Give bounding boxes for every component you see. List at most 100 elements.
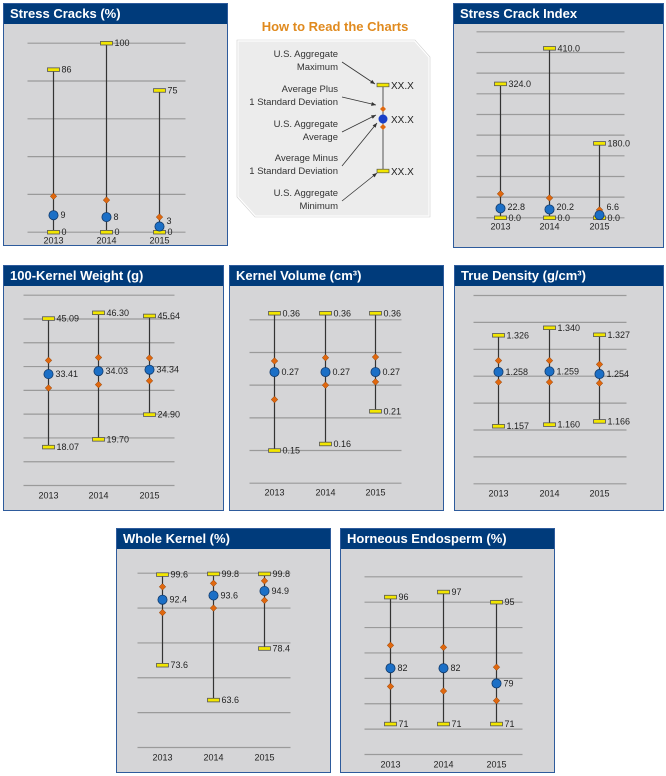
range-marker-2015: 0.36 0.21 0.27 — [369, 308, 402, 416]
max-cap — [207, 571, 220, 577]
year-label: 2015 — [365, 488, 385, 498]
legend-diagram: XX.X XX.X XX.X U.S. Aggregate Maximum Average… — [235, 38, 432, 219]
chart-plot: 96 71 82 2013 97 71 82 2014 95 71 79 2015 — [364, 576, 523, 770]
minus-sd-diamond — [158, 608, 167, 617]
mean-value-label: 33.41 — [56, 369, 79, 379]
max-cap — [153, 88, 166, 93]
max-cap — [319, 311, 332, 316]
max-value-label: 45.09 — [57, 314, 80, 324]
min-value-label: 18.07 — [57, 442, 80, 452]
minus-sd-diamond — [44, 384, 53, 392]
range-marker-2014: 1.340 1.160 1.259 — [543, 323, 580, 430]
plus-sd-diamond — [386, 641, 395, 649]
min-value-label: 0 — [168, 227, 173, 237]
range-marker-2014: 99.8 63.6 93.6 — [207, 569, 240, 705]
arrowhead-icon — [371, 102, 376, 106]
chart-title: Horneous Endosperm (%) — [341, 529, 554, 549]
mean-value-label: 79 — [504, 678, 514, 688]
arrowhead-icon — [372, 173, 377, 178]
mean-dot — [594, 369, 605, 380]
minus-sd-diamond — [492, 697, 501, 705]
mean-dot — [370, 367, 381, 378]
max-cap — [492, 333, 505, 338]
plus-sd-diamond — [492, 663, 501, 671]
range-marker-2013: 99.6 73.6 92.4 — [156, 570, 189, 670]
mean-value-label: 34.34 — [157, 365, 180, 375]
chart-plot: 99.6 73.6 92.4 2013 99.8 63.6 93.6 2014 99.8 78.4… — [137, 569, 291, 763]
minus-sd-diamond — [270, 395, 279, 404]
year-label: 2014 — [539, 222, 559, 232]
mean-value-label: 0.27 — [333, 367, 351, 377]
range-marker-2013: 45.09 18.07 33.41 — [42, 314, 80, 452]
plus-sd-diamond — [496, 190, 505, 198]
plus-sd-diamond — [494, 356, 503, 365]
max-cap — [92, 310, 105, 316]
max-value-label: 99.8 — [222, 569, 240, 579]
min-cap — [258, 646, 271, 651]
year-label: 2013 — [152, 753, 172, 763]
legend-annotation-line1: Average Plus — [282, 84, 339, 95]
mean-value-label: 20.2 — [557, 202, 575, 212]
min-value-label: 24.90 — [158, 410, 181, 420]
max-cap — [494, 81, 507, 87]
mean-value-label: 3 — [167, 216, 172, 226]
plus-sd-diamond — [371, 353, 380, 361]
mean-value-label: 1.259 — [557, 366, 580, 376]
chart-panel-stress-crack-index: Stress Crack Index 324.0 0.0 22.8 2013 410.0 0… — [453, 3, 664, 248]
mean-value-label: 1.258 — [506, 367, 529, 377]
year-label: 2014 — [539, 489, 559, 499]
plus-sd-diamond — [94, 353, 103, 362]
year-label: 2015 — [139, 491, 159, 501]
mean-value-label: 1.254 — [607, 369, 630, 379]
year-label: 2014 — [96, 236, 116, 246]
max-cap — [543, 325, 556, 330]
max-cap — [42, 316, 55, 321]
chart-panel-stress-cracks: Stress Cracks (%) 86 0 9 2013 100 0 8 2014 75 0 3 20… — [3, 3, 228, 246]
max-value-label: 100 — [115, 38, 130, 48]
legend-mean-dot — [378, 114, 388, 124]
max-cap — [156, 572, 169, 577]
plus-sd-diamond — [545, 194, 554, 202]
mean-dot — [269, 367, 280, 378]
max-cap — [490, 599, 503, 605]
min-value-label: 71 — [452, 719, 462, 729]
mean-value-label: 0.27 — [282, 367, 300, 377]
min-value-label: 0.21 — [384, 406, 402, 416]
mean-value-label: 82 — [451, 663, 461, 673]
year-label: 2013 — [43, 236, 63, 246]
chart-plot: 45.09 18.07 33.41 2013 46.30 19.70 34.03 2014 45… — [23, 294, 181, 501]
min-cap — [384, 721, 397, 727]
min-value-label: 19.70 — [107, 434, 130, 444]
mean-value-label: 8 — [114, 212, 119, 222]
year-label: 2015 — [486, 760, 506, 770]
mean-dot — [495, 203, 506, 214]
year-label: 2013 — [490, 222, 510, 232]
minus-sd-diamond — [545, 378, 554, 386]
range-marker-2014: 410.0 0.020.2 — [543, 43, 580, 223]
minus-sd-diamond — [145, 377, 154, 385]
range-marker-2014: 100 0 8 — [100, 38, 130, 237]
year-label: 2013 — [380, 760, 400, 770]
max-value-label: 0.36 — [334, 308, 352, 318]
mean-dot — [48, 210, 59, 221]
min-value-label: 0.0 — [509, 213, 522, 223]
mean-dot — [493, 366, 504, 377]
minus-sd-diamond — [595, 379, 604, 387]
legend-annotation-line1: U.S. Aggregate — [274, 188, 338, 199]
year-label: 2013 — [488, 489, 508, 499]
mean-value-label: 93.6 — [221, 591, 239, 601]
legend-arrow — [341, 96, 377, 106]
max-cap — [593, 332, 606, 337]
max-value-label: 1.327 — [608, 330, 631, 340]
min-cap — [156, 663, 169, 668]
minus-sd-diamond — [386, 682, 395, 691]
mean-dot — [208, 590, 219, 601]
min-value-label: 0 — [115, 227, 120, 237]
max-value-label: 86 — [62, 65, 72, 75]
legend-arrow — [341, 61, 376, 85]
range-marker-2015: 99.8 78.4 94.9 — [258, 569, 290, 653]
mean-value-label: 9 — [61, 210, 66, 220]
min-value-label: 73.6 — [171, 660, 189, 670]
mean-dot — [385, 663, 396, 674]
chart-panel-kernel-weight: 100-Kernel Weight (g) 45.09 18.07 33.41 2013… — [3, 265, 224, 511]
